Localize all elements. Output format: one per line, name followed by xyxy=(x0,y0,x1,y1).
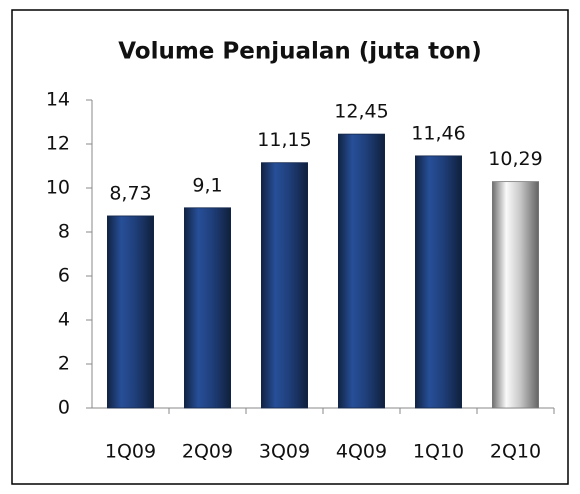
x-tick-label: 4Q09 xyxy=(336,441,387,463)
y-tick-label: 12 xyxy=(46,133,70,155)
x-tick-label: 3Q09 xyxy=(259,441,310,463)
x-tick-label: 2Q09 xyxy=(182,441,233,463)
bar xyxy=(337,133,385,409)
y-tick-label: 4 xyxy=(58,309,70,331)
y-tick-label: 2 xyxy=(58,353,70,375)
bar xyxy=(414,155,462,409)
data-label: 10,29 xyxy=(488,148,542,170)
bar xyxy=(260,162,308,409)
bar xyxy=(491,181,539,409)
data-label: 9,1 xyxy=(192,174,222,196)
chart-title: Volume Penjualan (juta ton) xyxy=(118,39,482,65)
y-tick-label: 0 xyxy=(58,397,70,419)
data-label: 11,46 xyxy=(411,122,465,144)
data-label: 8,73 xyxy=(109,182,151,204)
data-label: 11,15 xyxy=(257,129,311,151)
y-tick-label: 6 xyxy=(58,265,70,287)
data-label: 12,45 xyxy=(334,101,388,123)
x-tick-label: 1Q09 xyxy=(105,441,156,463)
y-tick-label: 14 xyxy=(46,89,70,111)
bar xyxy=(183,207,231,409)
x-tick-label: 1Q10 xyxy=(413,441,464,463)
bar xyxy=(107,215,155,409)
y-tick-label: 8 xyxy=(58,221,70,243)
x-tick-label: 2Q10 xyxy=(490,441,541,463)
y-tick-label: 10 xyxy=(46,177,70,199)
